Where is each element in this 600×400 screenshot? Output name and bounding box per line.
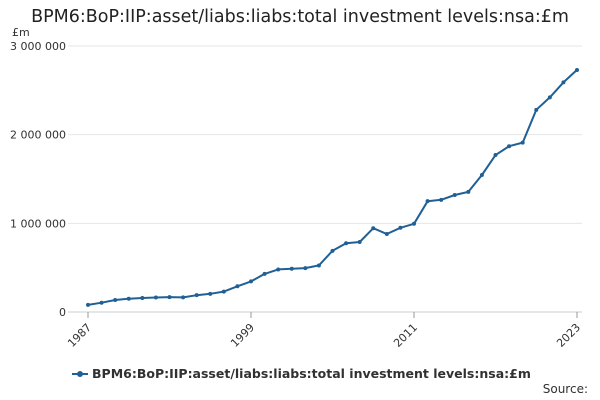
data-point (153, 295, 158, 300)
x-tick-label: 2011 (391, 321, 420, 350)
data-point (181, 295, 186, 300)
data-point (493, 153, 498, 158)
data-point (194, 293, 199, 298)
data-point (344, 241, 349, 246)
data-point (167, 295, 172, 300)
data-point (520, 140, 525, 145)
data-point (86, 302, 90, 307)
series-line (87, 69, 578, 306)
data-point (113, 298, 118, 303)
data-point (276, 267, 281, 272)
data-point (466, 189, 471, 194)
data-point (384, 231, 389, 236)
data-point (547, 95, 552, 100)
data-point (99, 300, 104, 305)
data-point (371, 226, 376, 231)
data-point (479, 173, 484, 178)
data-point (575, 67, 579, 72)
source-label: Source: (542, 382, 588, 396)
data-point (357, 239, 362, 244)
legend[interactable]: BPM6:BoP:IIP:asset/liabs:liabs:total inv… (72, 366, 531, 381)
data-point (208, 291, 213, 296)
x-tick-label: 1987 (65, 321, 94, 350)
y-tick-label: 0 (59, 306, 66, 319)
data-point (289, 266, 294, 271)
data-point (439, 197, 444, 202)
data-point (425, 199, 430, 204)
x-tick-label: 2023 (554, 321, 583, 350)
legend-swatch-icon (72, 369, 88, 379)
data-point (507, 144, 512, 149)
legend-label: BPM6:BoP:IIP:asset/liabs:liabs:total inv… (92, 366, 531, 381)
y-tick-label: 1 000 000 (10, 217, 66, 230)
chart-title: BPM6:BoP:IIP:asset/liabs:liabs:total inv… (31, 7, 569, 27)
data-point (303, 266, 308, 271)
data-point (561, 80, 566, 85)
x-tick-label: 1999 (228, 321, 257, 350)
data-point (262, 271, 267, 276)
data-point (330, 248, 335, 253)
data-point (235, 284, 240, 289)
data-point (452, 192, 457, 197)
data-point (412, 221, 416, 226)
data-point (249, 279, 253, 284)
data-point (534, 107, 539, 112)
data-point (140, 295, 145, 300)
data-point (126, 296, 131, 301)
y-tick-label: 3 000 000 (10, 40, 66, 53)
y-axis-unit-label: £m (12, 26, 30, 39)
data-point (221, 289, 226, 294)
data-point (398, 225, 403, 230)
y-tick-label: 2 000 000 (10, 129, 66, 142)
data-point (316, 263, 321, 268)
